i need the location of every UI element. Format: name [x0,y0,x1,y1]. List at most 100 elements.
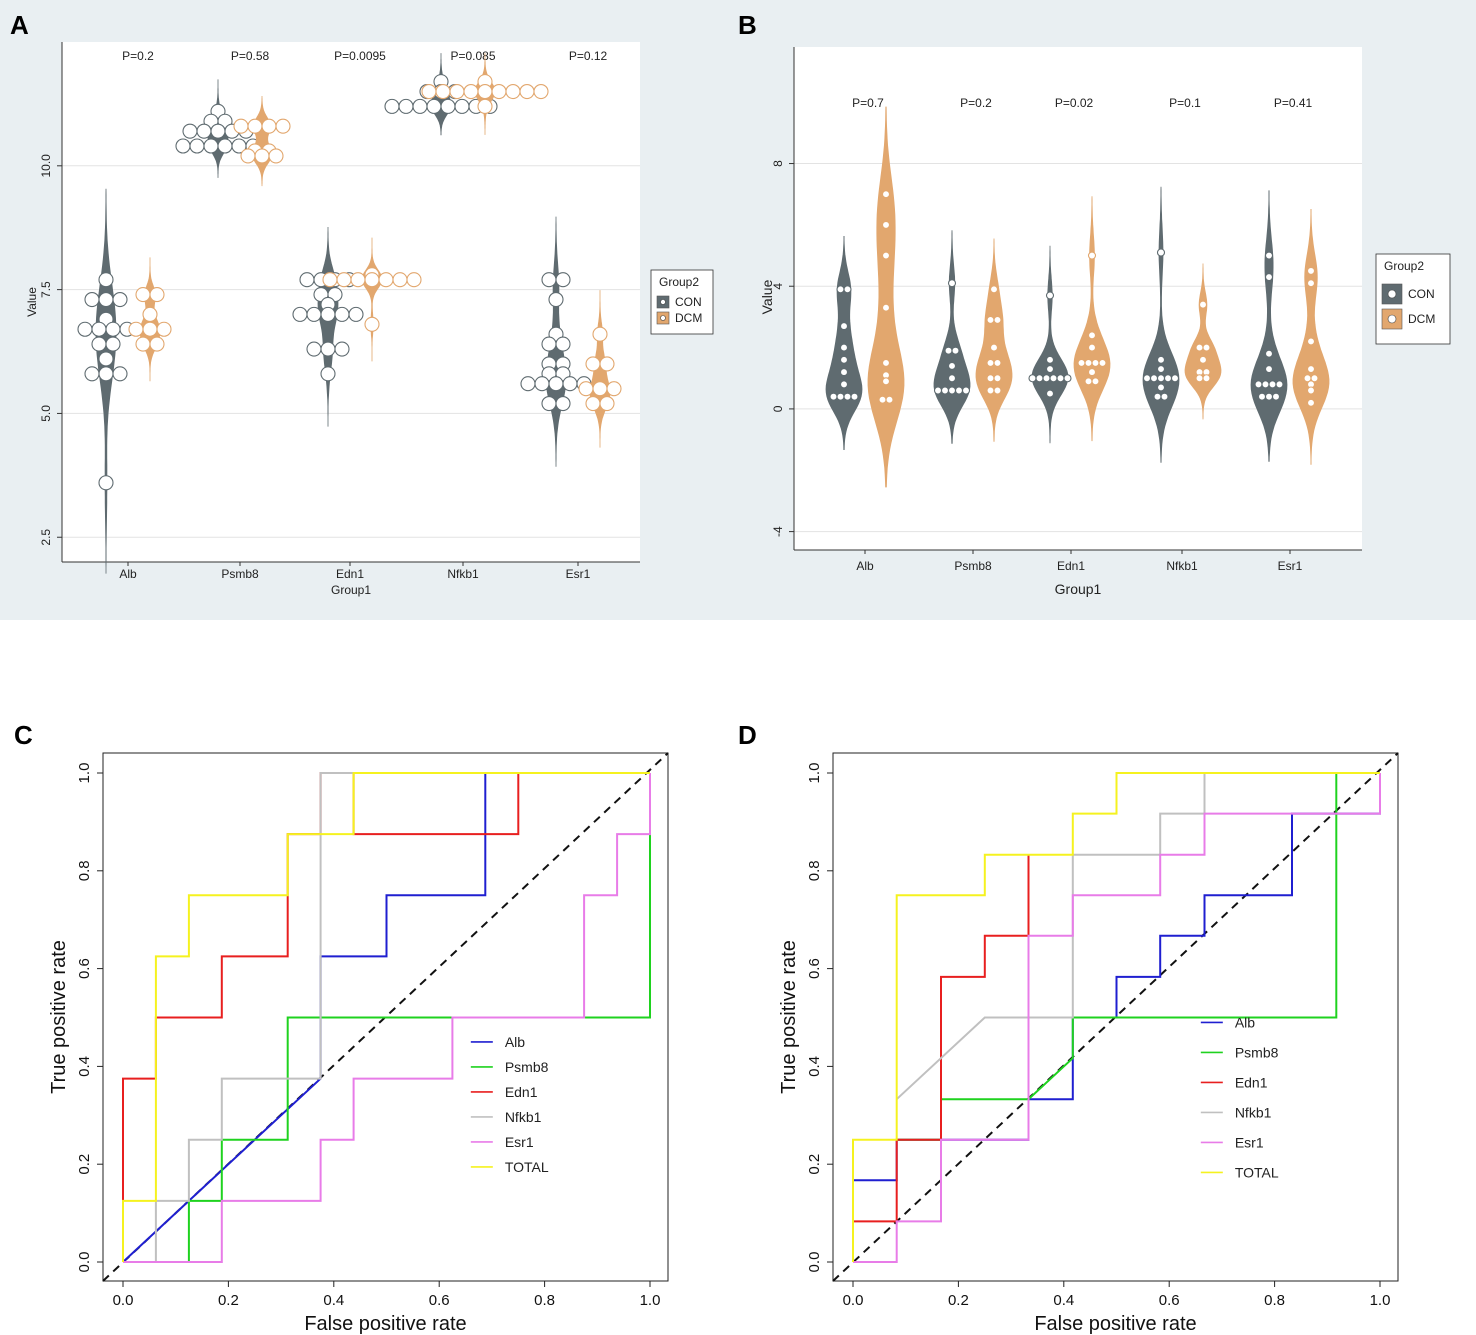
panel-a-point-dcm [322,272,338,288]
panel-a-letter: A [10,10,29,40]
panel-a-point-con [84,366,100,382]
panel-b-point-con [1264,272,1274,282]
panel-b-point-con [850,392,859,401]
panel-b-point-con [947,279,957,288]
panel-d-legend-label: Edn1 [1235,1074,1268,1090]
panel-a-point-dcm [142,306,158,322]
panel-b-point-con [1156,364,1166,374]
panel-a-point-dcm [149,287,165,303]
panel-a-ytick-label: 7.5 [39,281,53,298]
panel-a-legend-key-dot [660,315,666,321]
panel-b-point-con [1156,248,1166,257]
panel-b-letter: B [738,10,757,40]
panel-a-point-dcm [463,83,479,100]
panel-b-point-con [940,386,950,395]
panel-d-plot-frame [832,752,1399,1282]
panel-b-point-con [1275,380,1284,389]
panel-b-ytick-label: 4 [771,283,785,290]
panel-b-point-con [839,368,849,377]
panel-a-point-dcm [378,272,394,288]
panel-a-point-con [203,138,219,154]
panel-b-point-con [1257,392,1267,401]
panel-b-point-dcm [989,343,999,352]
panel-a-point-dcm [585,395,601,412]
panel-b-pvalue: P=0.41 [1274,96,1313,110]
panel-a-point-dcm [275,118,291,134]
panel-b-point-dcm [986,386,995,395]
panel-b-point-dcm [1087,331,1097,340]
panel-b-pvalue: P=0.1 [1169,96,1201,110]
panel-b-point-con [1160,392,1169,401]
panel-a-point-con [320,341,336,357]
panel-a-point-dcm [350,272,366,288]
panel-a-point-con [77,321,93,337]
panel-a-xtick-label: Alb [119,567,137,581]
panel-c-ytick-label: 0.4 [76,1056,93,1077]
panel-d-xlabel: False positive rate [1034,1313,1196,1335]
panel-a-point-con [182,123,198,139]
panel-b-pvalue: P=0.7 [852,96,884,110]
panel-a-point-dcm [477,83,493,100]
panel-a-point-dcm [268,148,284,164]
panel-a-point-con [112,366,128,382]
panel-a-point-con [105,321,121,337]
panel-c-plot-frame [102,752,669,1282]
panel-b: B -4 0 4 8 Value Group1 Alb P=0.7 Psmb8 P=0.2 Edn1 P… [738,10,1451,597]
panel-b-point-dcm [993,386,1002,395]
panel-a-pvalue: P=0.58 [231,49,270,63]
panel-a-point-dcm [247,118,263,134]
panel-a-legend-key-dot [660,299,666,305]
panel-b-point-con [843,392,852,401]
panel-a-point-con [98,272,114,288]
panel-a-legend-title: Group2 [659,275,699,289]
panel-d-xtick-label: 0.2 [948,1292,969,1309]
panel-c-roc-line-total [122,772,650,1262]
panel-d-roc-line-esr1 [853,773,1381,1263]
panel-a-ylabel: Value [25,287,39,317]
panel-a-point-con [562,376,578,392]
panel-a-point-dcm [533,83,549,100]
panel-d-ytick-label: 1.0 [806,763,823,784]
panel-a-point-dcm [406,272,422,288]
panel-b-point-dcm [1198,355,1208,364]
panel-b-point-con [1271,392,1281,401]
panel-b-ytick-label: -4 [771,526,785,537]
panel-d-diagonal-reference [832,752,1399,1282]
panel-a-point-dcm [156,321,172,337]
panel-b-point-dcm [993,374,1002,383]
panel-b-point-con [839,355,849,364]
panel-d-xtick-label: 0.8 [1264,1292,1285,1309]
panel-b-point-con [1264,364,1274,374]
panel-b-point-dcm [1306,364,1316,374]
panel-b-point-con [1170,374,1180,383]
panel-b-point-con [839,322,849,331]
panel-b-xlabel: Group1 [1055,581,1102,597]
panel-a-point-dcm [592,326,608,342]
panel-b-point-dcm [993,358,1002,367]
panel-a-point-con [105,336,121,352]
panel-a-point-con [548,291,564,308]
panel-a-xtick-label: Edn1 [336,567,364,581]
panel-c-ytick-label: 1.0 [76,763,93,784]
panel-a-xtick-label: Nfkb1 [447,567,479,581]
panel-a-point-dcm [505,83,521,100]
panel-a-point-dcm [491,83,507,100]
panel-b-point-con [933,386,943,395]
panel-c-legend-label: Psmb8 [505,1059,549,1075]
panel-d-roc-line-nfkb1 [896,773,1206,1100]
panel-a: A 2.5 5.0 7.5 10.0 Value Group1 Alb P=0.2 Psmb8 P=… [10,10,714,597]
panel-c-legend-label: Esr1 [505,1134,534,1150]
panel-b-point-dcm [1091,377,1100,386]
panel-a-point-dcm [606,381,622,397]
panel-b-point-con [1042,374,1051,383]
panel-a-point-dcm [254,148,270,164]
panel-b-point-con [1035,374,1044,383]
panel-b-point-dcm [881,190,891,199]
panel-b-point-dcm [1195,374,1204,383]
panel-b-point-con [1163,374,1173,383]
panel-a-point-dcm [585,356,601,372]
panel-b-point-dcm [881,303,891,312]
panel-a-point-dcm [435,83,451,100]
panel-a-point-con [520,376,536,392]
panel-c-ylabel: True positive rate [48,940,70,1094]
